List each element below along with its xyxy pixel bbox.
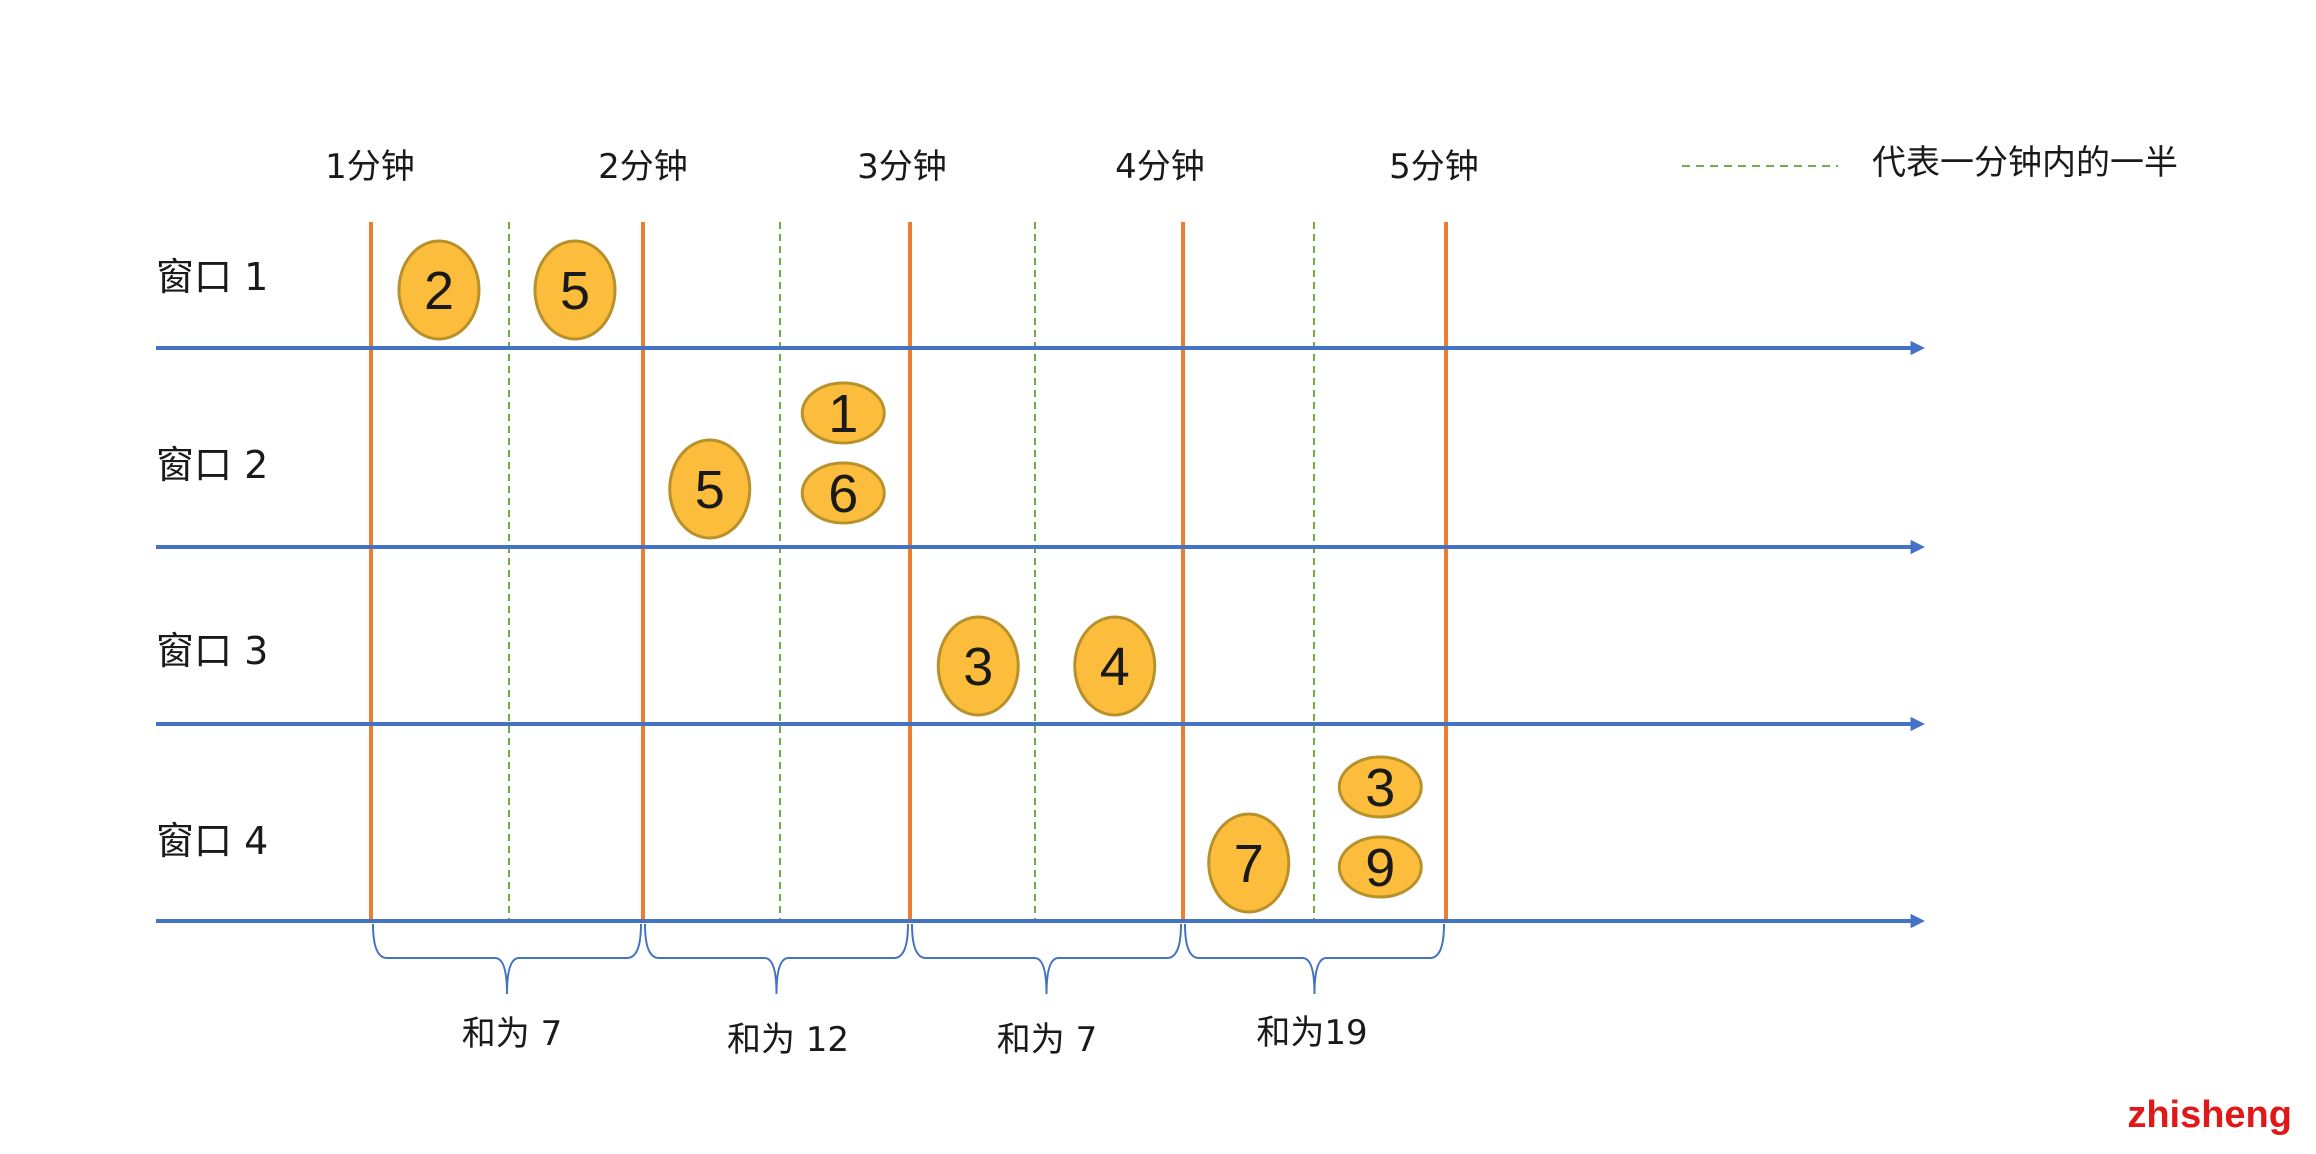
event-bubble-shape xyxy=(800,381,886,445)
event-bubble-shape xyxy=(397,239,481,341)
minute-header-2: 2分钟 xyxy=(598,147,688,187)
sum-brace-3 xyxy=(911,923,1182,995)
event-value: 1 xyxy=(828,384,858,444)
event-value: 3 xyxy=(963,637,993,697)
event-bubble: 1 xyxy=(800,381,886,445)
event-bubble-shape xyxy=(1337,755,1423,819)
window-label-2: 窗口 2 xyxy=(156,443,268,487)
brand-watermark: zhisheng xyxy=(2127,1094,2292,1136)
event-bubble: 3 xyxy=(936,615,1020,717)
event-bubble-shape xyxy=(800,461,886,525)
sum-brace-1 xyxy=(372,923,642,995)
event-value: 2 xyxy=(424,261,454,321)
minute-header-4: 4分钟 xyxy=(1115,147,1205,187)
legend: 代表一分钟内的一半 xyxy=(1682,143,2178,183)
sum-braces xyxy=(372,923,1445,995)
event-bubbles: 2 5 5 1 6 3 4 7 3 9 xyxy=(397,239,1423,914)
event-bubble: 2 xyxy=(397,239,481,341)
window-label-1: 窗口 1 xyxy=(156,255,268,299)
minute-header-3: 3分钟 xyxy=(857,147,947,187)
event-bubble-shape xyxy=(936,615,1020,717)
event-bubble-shape xyxy=(533,239,617,341)
sum-brace-4 xyxy=(1184,923,1445,995)
sum-brace-2 xyxy=(644,923,909,995)
minute-headers: 1分钟 2分钟 3分钟 4分钟 5分钟 xyxy=(325,147,1479,187)
event-value: 5 xyxy=(560,261,590,321)
legend-text: 代表一分钟内的一半 xyxy=(1872,143,2178,183)
event-bubble-shape xyxy=(1207,812,1291,914)
event-bubble-shape xyxy=(1337,835,1423,899)
sum-label-2: 和为 12 xyxy=(727,1020,849,1060)
event-bubble: 3 xyxy=(1337,755,1423,819)
minute-header-1: 1分钟 xyxy=(325,147,415,187)
sum-label-3: 和为 7 xyxy=(997,1020,1097,1060)
event-bubble: 4 xyxy=(1073,615,1157,717)
window-label-3: 窗口 3 xyxy=(156,629,268,673)
event-bubble: 9 xyxy=(1337,835,1423,899)
event-bubble-shape xyxy=(668,438,752,540)
event-bubble: 6 xyxy=(800,461,886,525)
event-value: 6 xyxy=(828,464,858,524)
event-value: 3 xyxy=(1365,758,1395,818)
sum-label-4: 和为19 xyxy=(1256,1013,1367,1053)
event-value: 4 xyxy=(1100,637,1130,697)
time-axes xyxy=(156,340,1925,929)
event-value: 7 xyxy=(1234,834,1264,894)
sum-label-1: 和为 7 xyxy=(462,1014,562,1054)
event-bubble: 7 xyxy=(1207,812,1291,914)
event-bubble: 5 xyxy=(668,438,752,540)
minute-boundary-lines xyxy=(369,222,1448,921)
event-value: 9 xyxy=(1365,838,1395,898)
half-minute-lines xyxy=(508,222,1315,921)
window-labels: 窗口 1 窗口 2 窗口 3 窗口 4 xyxy=(156,255,268,863)
minute-header-5: 5分钟 xyxy=(1389,147,1479,187)
event-value: 5 xyxy=(695,460,725,520)
event-bubble: 5 xyxy=(533,239,617,341)
window-label-4: 窗口 4 xyxy=(156,819,268,863)
sum-labels: 和为 7 和为 12 和为 7 和为19 xyxy=(462,1013,1368,1060)
event-bubble-shape xyxy=(1073,615,1157,717)
